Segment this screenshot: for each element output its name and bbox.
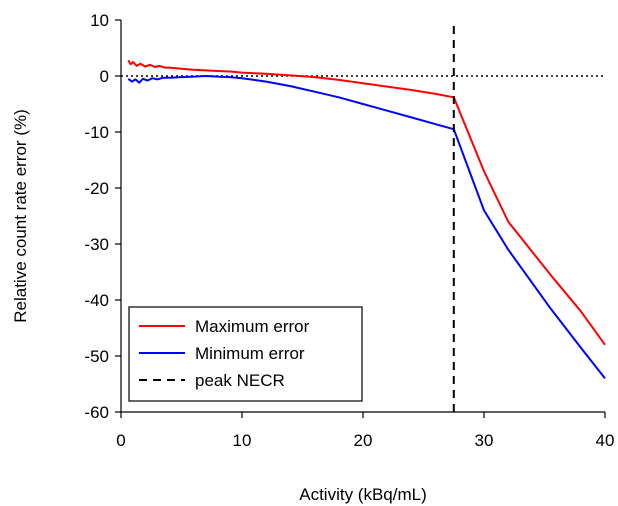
series-line-1 — [127, 75, 606, 380]
y-tick-label: -60 — [84, 403, 109, 422]
x-tick-label: 0 — [116, 431, 125, 450]
x-tick-label: 10 — [233, 431, 252, 450]
y-tick-label: -10 — [84, 123, 109, 142]
legend-label-2: peak NECR — [195, 371, 285, 390]
y-tick-label: -20 — [84, 179, 109, 198]
legend-label-0: Maximum error — [195, 317, 310, 336]
legend-label-1: Minimum error — [195, 344, 305, 363]
y-tick-label: -40 — [84, 291, 109, 310]
y-tick-label: -50 — [84, 347, 109, 366]
x-tick-label: 40 — [596, 431, 615, 450]
y-tick-label: 0 — [100, 67, 109, 86]
legend: Maximum error Minimum error peak NECR — [128, 306, 363, 402]
y-tick-label: 10 — [90, 11, 109, 30]
x-tick-label: 30 — [475, 431, 494, 450]
y-axis-title: Relative count rate error (%) — [11, 109, 30, 323]
x-tick-label: 20 — [354, 431, 373, 450]
axis-ticks: 10 0 -10 -20 -30 -40 -50 -60 0 10 20 30 40 — [84, 11, 614, 450]
x-axis-title: Activity (kBq/mL) — [299, 485, 427, 504]
chart-marks — [121, 20, 606, 412]
y-tick-label: -30 — [84, 235, 109, 254]
series-line-0 — [127, 59, 606, 346]
